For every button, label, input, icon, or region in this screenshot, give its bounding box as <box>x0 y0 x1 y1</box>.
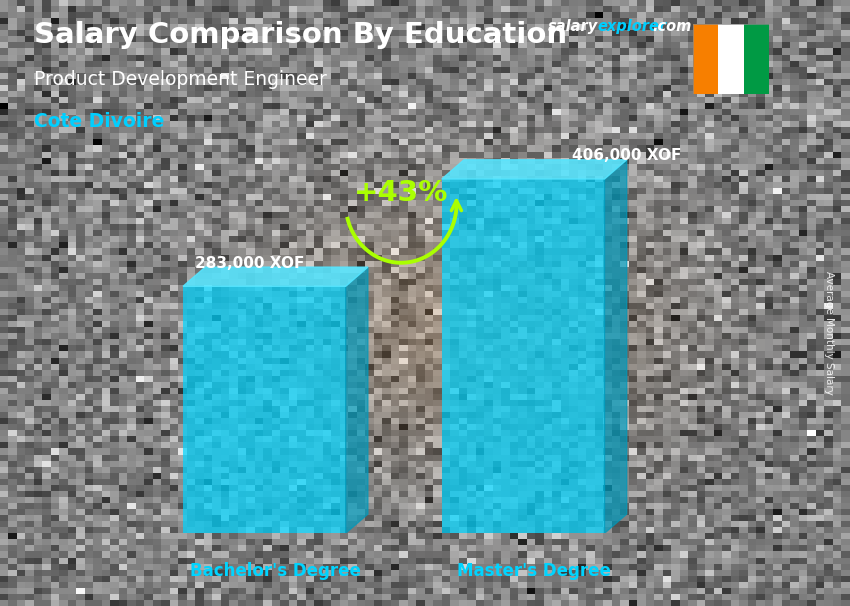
Bar <box>718 24 744 94</box>
Polygon shape <box>183 267 368 286</box>
Text: Master's Degree: Master's Degree <box>457 562 611 580</box>
Text: Average Monthly Salary: Average Monthly Salary <box>824 271 834 395</box>
Polygon shape <box>442 160 626 179</box>
Text: salary: salary <box>548 19 598 35</box>
Text: 406,000 XOF: 406,000 XOF <box>572 148 682 163</box>
Text: +43%: +43% <box>354 179 448 207</box>
Text: 283,000 XOF: 283,000 XOF <box>195 256 304 271</box>
Bar <box>693 24 718 94</box>
Text: explorer: explorer <box>598 19 666 35</box>
Text: .com: .com <box>653 19 692 35</box>
Polygon shape <box>346 267 368 533</box>
Bar <box>744 24 769 94</box>
Text: Cote Divoire: Cote Divoire <box>34 112 164 131</box>
Bar <box>442 179 604 533</box>
Polygon shape <box>604 160 626 533</box>
Text: Product Development Engineer: Product Development Engineer <box>34 70 327 88</box>
Text: Salary Comparison By Education: Salary Comparison By Education <box>34 21 567 49</box>
Bar <box>183 286 346 533</box>
Text: Bachelor's Degree: Bachelor's Degree <box>190 562 361 580</box>
